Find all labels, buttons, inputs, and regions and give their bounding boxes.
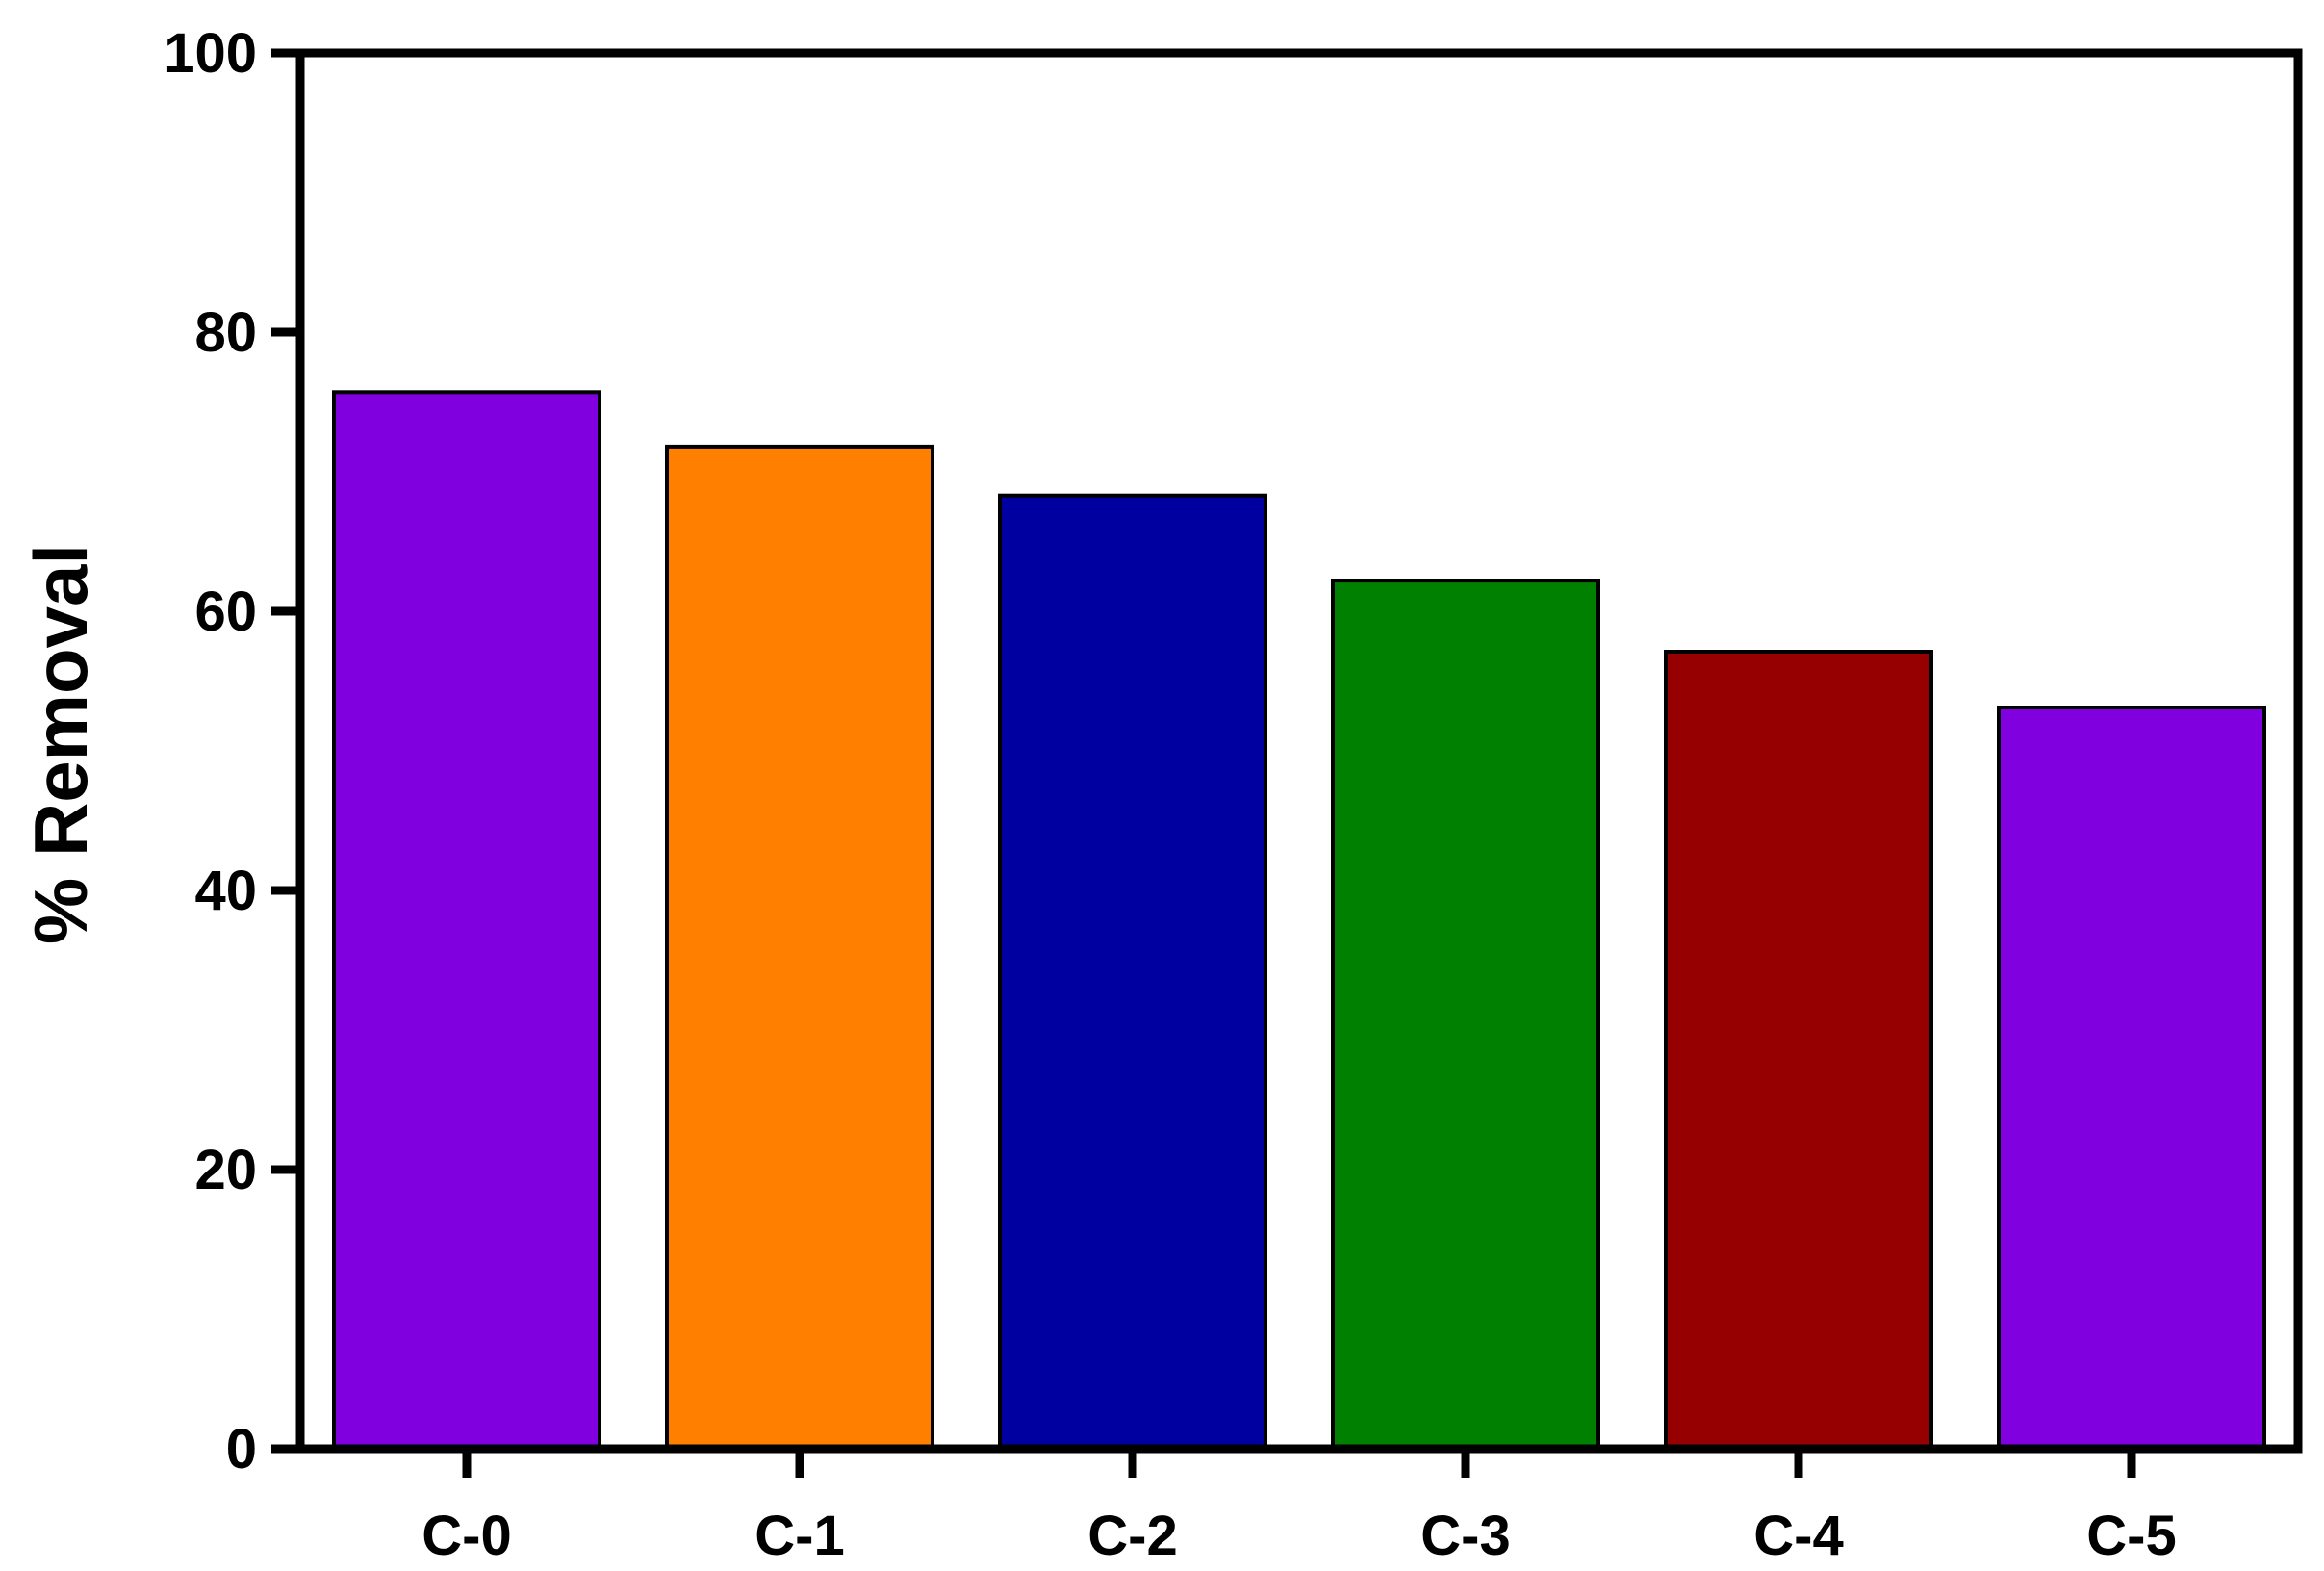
x-tick-label-C-5: C-5 — [2086, 1505, 2176, 1566]
bar-C-0 — [332, 390, 601, 1451]
y-tick-label-0: 0 — [226, 1418, 257, 1481]
labels-layer: % Removal 0 20 40 60 80 100 C-0 C-1 C-2 C-3 C-4 C-5 — [18, 22, 2177, 1567]
bar-C-4 — [1664, 650, 1933, 1451]
bar-C-1 — [665, 444, 934, 1451]
bar-C-5 — [1997, 706, 2266, 1451]
x-tick-label-C-4: C-4 — [1753, 1505, 1843, 1566]
axes-layer — [271, 48, 2303, 1478]
x-tick-label-C-0: C-0 — [421, 1505, 511, 1566]
y-tick-label-100: 100 — [164, 22, 257, 85]
bar-C-2 — [998, 493, 1267, 1451]
y-axis-title: % Removal — [18, 544, 103, 944]
x-tick-label-C-2: C-2 — [1087, 1505, 1177, 1566]
bar-C-3 — [1331, 579, 1600, 1451]
y-tick-label-60: 60 — [194, 580, 257, 643]
y-tick-label-40: 40 — [194, 860, 257, 922]
y-tick-label-20: 20 — [194, 1139, 257, 1201]
bars-layer — [332, 390, 2266, 1451]
plot-frame — [295, 48, 2303, 1454]
x-tick-label-C-3: C-3 — [1420, 1505, 1510, 1566]
y-tick-label-80: 80 — [194, 301, 257, 364]
x-tick-label-C-1: C-1 — [754, 1505, 844, 1566]
